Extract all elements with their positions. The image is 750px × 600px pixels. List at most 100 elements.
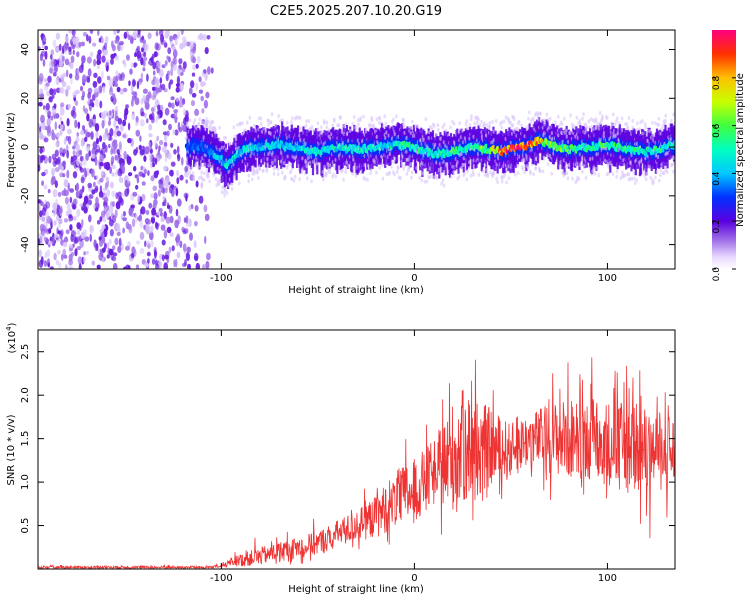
halo-cell xyxy=(259,116,263,121)
noise-cell xyxy=(52,202,58,211)
noise-cell xyxy=(154,77,160,85)
halo-cell xyxy=(607,171,610,176)
noise-cell xyxy=(178,58,183,65)
noise-cell xyxy=(116,130,122,137)
halo-cell xyxy=(393,172,396,177)
ridge-cell xyxy=(219,154,224,160)
noise-cell xyxy=(90,131,94,140)
halo-cell xyxy=(342,177,345,182)
noise-cell xyxy=(138,144,142,150)
noise-cell xyxy=(141,47,144,53)
noise-cell xyxy=(147,32,152,40)
noise-cell xyxy=(66,69,69,78)
halo-cell xyxy=(550,171,554,176)
noise-cell xyxy=(75,182,80,191)
halo-cell xyxy=(516,127,519,132)
halo-cell xyxy=(651,120,654,125)
halo-cell xyxy=(443,122,446,127)
halo-cell xyxy=(301,156,304,161)
noise-cell xyxy=(170,67,174,77)
y-tick-label: 1.0 xyxy=(20,474,31,490)
halo-cell xyxy=(390,164,393,169)
noise-cell xyxy=(38,123,41,128)
halo-cell xyxy=(351,171,354,176)
noise-cell xyxy=(39,147,43,154)
noise-cell xyxy=(130,84,134,93)
noise-cell xyxy=(68,46,72,52)
noise-cell xyxy=(203,204,208,213)
noise-cell xyxy=(78,149,83,156)
noise-cell xyxy=(190,100,196,107)
noise-cell xyxy=(113,141,118,150)
noise-cell xyxy=(101,55,106,63)
halo-cell xyxy=(185,121,189,126)
noise-cell xyxy=(46,118,51,127)
noise-cell xyxy=(141,259,146,265)
halo-cell xyxy=(463,171,466,176)
halo-cell xyxy=(483,163,487,168)
noise-cell xyxy=(88,35,92,44)
noise-cell xyxy=(157,113,161,120)
noise-cell xyxy=(106,135,110,140)
noise-cell xyxy=(125,104,129,109)
halo-cell xyxy=(633,181,637,185)
noise-cell xyxy=(188,205,192,212)
noise-cell xyxy=(94,157,98,166)
halo-cell xyxy=(458,174,461,179)
noise-cell xyxy=(147,170,150,176)
noise-cell xyxy=(58,43,62,51)
noise-cell xyxy=(146,240,151,245)
halo-cell xyxy=(532,117,535,121)
halo-cell xyxy=(263,163,266,168)
noise-cell xyxy=(139,231,145,240)
noise-cell xyxy=(87,68,92,77)
y-tick-label: 2.5 xyxy=(20,344,31,360)
noise-cell xyxy=(126,54,130,61)
noise-cell xyxy=(41,122,46,131)
halo-cell xyxy=(192,121,196,126)
noise-cell xyxy=(78,263,82,269)
noise-cell xyxy=(69,62,74,69)
halo-cell xyxy=(601,114,604,119)
halo-cell xyxy=(621,170,624,175)
colorbar-tick-label: 0.4 xyxy=(712,171,722,186)
halo-cell xyxy=(528,110,531,115)
halo-cell xyxy=(301,167,304,172)
svg-text:(x104): (x104) xyxy=(5,322,18,353)
snr-xlabel: Height of straight line (km) xyxy=(288,584,424,595)
noise-cell xyxy=(108,216,112,221)
noise-cell xyxy=(159,139,164,146)
noise-cell xyxy=(99,85,103,94)
noise-cell xyxy=(59,74,65,80)
noise-cell xyxy=(65,88,69,97)
noise-cell xyxy=(86,34,89,42)
noise-cell xyxy=(198,195,204,204)
halo-cell xyxy=(652,180,655,185)
halo-cell xyxy=(208,179,211,184)
noise-cell xyxy=(49,96,52,102)
halo-cell xyxy=(418,175,422,180)
noise-cell xyxy=(176,145,180,154)
noise-cell xyxy=(186,246,191,254)
halo-cell xyxy=(654,153,658,158)
noise-cell xyxy=(74,236,80,243)
halo-cell xyxy=(654,121,657,126)
halo-cell xyxy=(458,121,462,126)
noise-cell xyxy=(173,259,176,268)
halo-cell xyxy=(316,127,320,132)
halo-cell xyxy=(347,138,350,143)
noise-cell xyxy=(160,211,163,217)
noise-cell xyxy=(165,73,169,82)
noise-cell xyxy=(181,157,184,166)
halo-cell xyxy=(203,162,206,167)
noise-cell xyxy=(190,204,194,210)
noise-cell xyxy=(38,259,44,268)
x-tick-label: 100 xyxy=(598,573,617,584)
snr-ticks: -100 0 100 0.5 1.0 1.5 2.0 2.5 xyxy=(20,330,675,584)
noise-cell xyxy=(143,168,147,175)
halo-cell xyxy=(266,157,269,161)
noise-cell xyxy=(168,246,172,254)
halo-cell xyxy=(563,116,566,121)
halo-cell xyxy=(505,180,508,185)
noise-cell xyxy=(91,189,96,195)
